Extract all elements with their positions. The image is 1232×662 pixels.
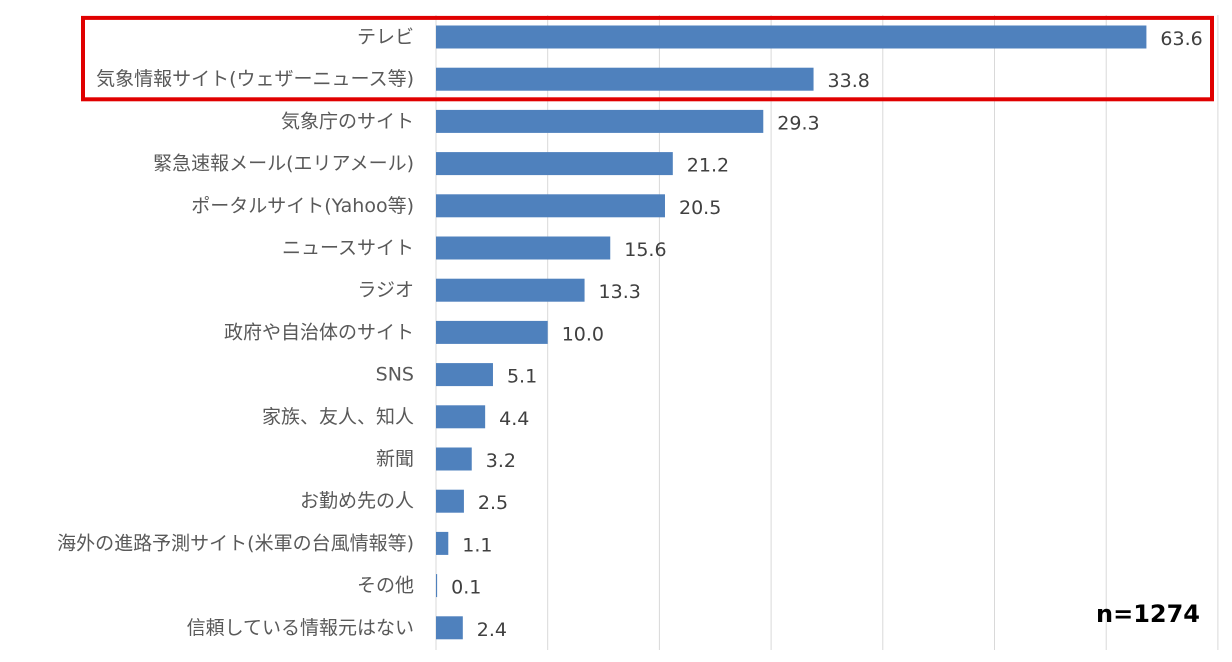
overlay: n=1274 bbox=[81, 15, 1214, 628]
value-label: 21.2 bbox=[687, 155, 729, 177]
value-label: 20.5 bbox=[679, 197, 721, 219]
category-label: その他 bbox=[357, 575, 414, 597]
category-label: ラジオ bbox=[357, 279, 414, 301]
value-label: 2.4 bbox=[477, 619, 507, 641]
bar bbox=[436, 489, 464, 513]
category-label: 家族、友人、知人 bbox=[262, 406, 414, 428]
bar bbox=[436, 25, 1147, 49]
value-label: 15.6 bbox=[624, 239, 666, 261]
category-label: ポータルサイト(Yahoo等) bbox=[191, 195, 414, 217]
value-label: 1.1 bbox=[462, 534, 492, 556]
sample-size-annotation: n=1274 bbox=[1096, 600, 1200, 628]
bar bbox=[436, 531, 449, 555]
bar bbox=[436, 152, 673, 176]
bar bbox=[436, 67, 814, 91]
value-label: 0.1 bbox=[451, 577, 481, 599]
bar bbox=[436, 574, 438, 598]
bar bbox=[436, 616, 463, 640]
category-label: テレビ bbox=[357, 26, 414, 48]
bar bbox=[436, 236, 611, 260]
bar bbox=[436, 363, 493, 387]
highlight-box bbox=[81, 15, 1214, 102]
value-label: 10.0 bbox=[562, 323, 604, 345]
category-label: 政府や自治体のサイト bbox=[224, 321, 414, 343]
category-label: 信頼している情報元はない bbox=[187, 617, 414, 639]
category-label: 気象情報サイト(ウェザーニュース等) bbox=[96, 68, 414, 90]
value-label: 33.8 bbox=[828, 70, 870, 92]
value-labels: 63.6 33.8 29.3 21.2 20.5 15.6 13.3 10.0 5.1 4.4 3.… bbox=[451, 28, 1203, 641]
bar bbox=[436, 447, 472, 471]
bars bbox=[436, 25, 1147, 640]
bar bbox=[436, 320, 548, 344]
category-label: 新聞 bbox=[376, 448, 414, 470]
value-label: 5.1 bbox=[507, 366, 537, 388]
category-label: SNS bbox=[376, 364, 414, 386]
bar bbox=[436, 405, 486, 429]
bar bbox=[436, 109, 764, 133]
category-label: 緊急速報メール(エリアメール) bbox=[153, 153, 414, 175]
category-label: 海外の進路予測サイト(米軍の台風情報等) bbox=[57, 532, 414, 554]
value-label: 3.2 bbox=[486, 450, 516, 472]
value-label: 29.3 bbox=[777, 112, 819, 134]
value-label: 4.4 bbox=[499, 408, 529, 430]
category-label: 気象庁のサイト bbox=[281, 110, 414, 132]
value-label: 13.3 bbox=[599, 281, 641, 303]
category-label: お勤め先の人 bbox=[300, 490, 414, 512]
category-label: ニュースサイト bbox=[282, 237, 414, 259]
value-label: 2.5 bbox=[478, 492, 508, 514]
bar bbox=[436, 194, 665, 218]
bar bbox=[436, 278, 585, 302]
value-label: 63.6 bbox=[1160, 28, 1202, 50]
